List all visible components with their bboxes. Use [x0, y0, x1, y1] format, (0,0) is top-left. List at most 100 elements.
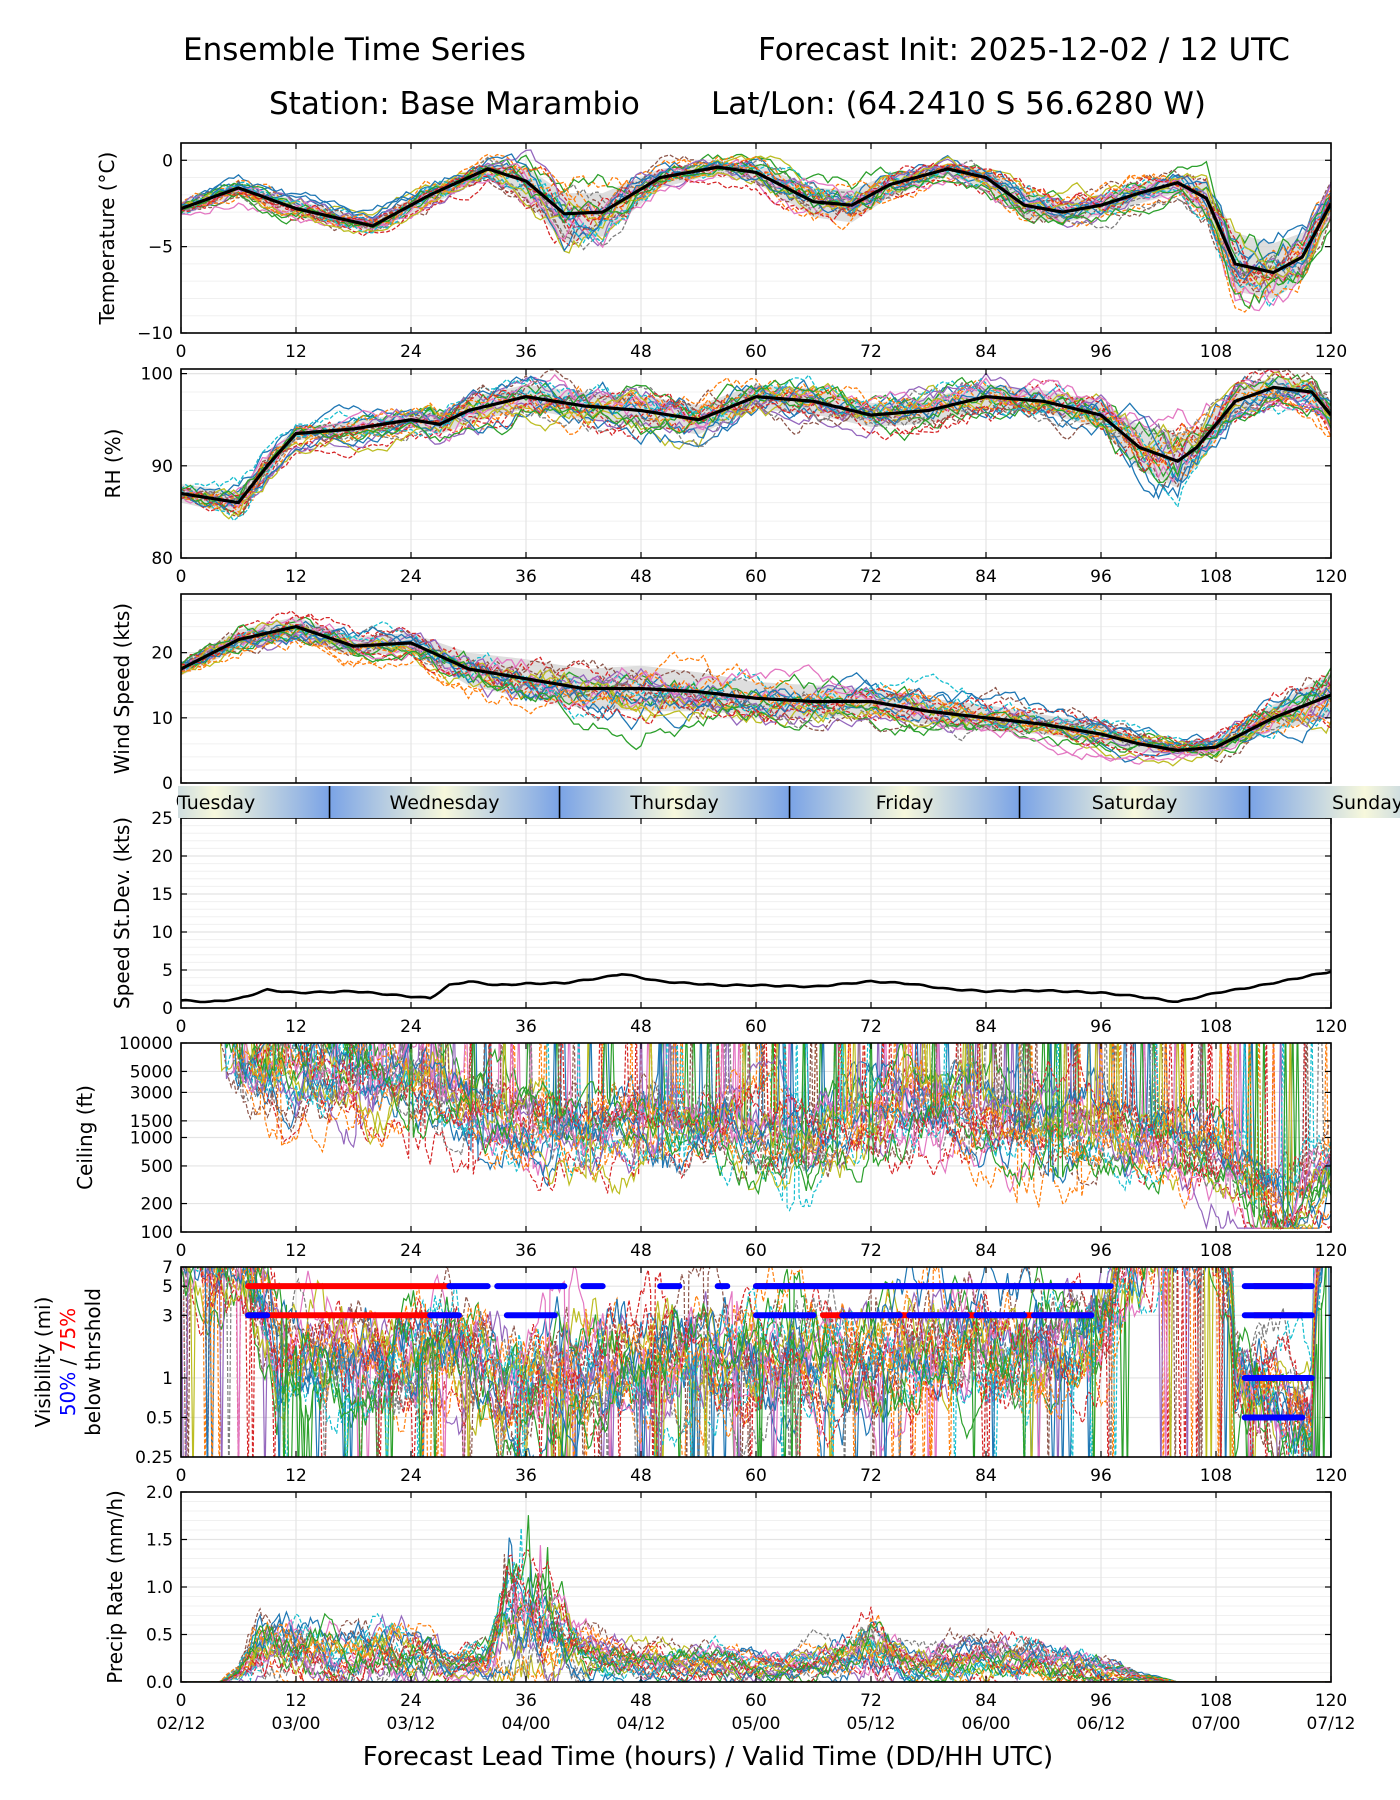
- wind-member-line: [181, 617, 1331, 760]
- ceiling-member-line: [232, 1043, 1331, 1229]
- legend-75-percent: 75%: [56, 1308, 80, 1352]
- precip-member-line: [181, 1515, 1331, 1682]
- precip-xtick-label: 72: [860, 1691, 882, 1711]
- precip-member-line: [181, 1549, 1331, 1682]
- ceiling-member-line: [238, 1043, 1331, 1229]
- temperature-xtick-label: 24: [400, 342, 422, 362]
- rh-ensemble-mean: [181, 385, 1331, 505]
- stdev-ytick-label: 25: [151, 809, 173, 829]
- temperature-member-line: [181, 158, 1331, 281]
- wind-member-line: [181, 626, 1331, 750]
- day-band: Tuesday Wednesday Thursday Friday Saturday Su…: [177, 786, 1400, 818]
- ceiling-xtick-label: 108: [1200, 1241, 1232, 1261]
- valid-time-label: 07/00: [1192, 1714, 1241, 1734]
- stdev-ytick-label: 10: [151, 923, 173, 943]
- precip-member-line: [181, 1620, 1331, 1682]
- temperature-member-line: [181, 165, 1331, 310]
- stdev-grid: [180, 817, 1332, 1009]
- valid-time-label: 04/00: [502, 1714, 551, 1734]
- legend-separator: /: [56, 1352, 80, 1371]
- rh-member-line: [181, 375, 1331, 510]
- temperature-member-line: [181, 153, 1331, 294]
- temperature-xtick-label: 120: [1315, 342, 1347, 362]
- visibility-xtick-label: 24: [400, 1466, 422, 1486]
- x-axis-title: Forecast Lead Time (hours) / Valid Time …: [363, 1742, 1053, 1772]
- rh-member-line: [181, 378, 1331, 502]
- day-band-segment: [329, 786, 560, 818]
- valid-time-label: 05/12: [847, 1714, 896, 1734]
- rh-members: [181, 369, 1331, 522]
- stdev-xtick-label: 12: [285, 1017, 307, 1037]
- wind-ytick-label: 0: [162, 774, 173, 794]
- temperature-ensemble-mean: [181, 165, 1331, 275]
- rh-member-line: [181, 373, 1331, 522]
- rh-ytick-label: 100: [141, 365, 173, 385]
- temperature-xtick-label: 72: [860, 342, 882, 362]
- temperature-member-line: [181, 167, 1331, 286]
- day-label-sunday: Sunday: [1332, 792, 1400, 814]
- temperature-member-line: [181, 156, 1331, 285]
- precip-ytick-label: 1.0: [146, 1578, 173, 1598]
- rh-member-line: [181, 389, 1331, 505]
- station-label: Station: Base Marambio: [269, 86, 640, 122]
- visibility-member-line: [199, 1267, 1318, 1457]
- temperature-xtick-label: 12: [285, 342, 307, 362]
- rh-plot: [181, 369, 1331, 522]
- temperature-xtick-label: 48: [630, 342, 652, 362]
- ceiling-member-line: [253, 1043, 1331, 1215]
- ceiling-ytick-label: 1000: [130, 1129, 173, 1149]
- visibility-ytick-label: 7: [162, 1258, 173, 1278]
- temperature-member-line: [181, 164, 1331, 281]
- temperature-xtick-label: 108: [1200, 342, 1232, 362]
- ceiling-member-line: [231, 1043, 1331, 1195]
- rh-xtick-label: 12: [285, 567, 307, 587]
- visibility-xtick-label: 84: [975, 1466, 997, 1486]
- ceiling-member-line: [256, 1043, 1331, 1230]
- visibility-ylabel: Visibility (mi): [31, 1297, 55, 1428]
- rh-xtick-label: 84: [975, 567, 997, 587]
- stdev-xtick-label: 108: [1200, 1017, 1232, 1037]
- visibility-xtick-label: 0: [176, 1466, 187, 1486]
- ceiling-xtick-label: 60: [745, 1241, 767, 1261]
- rh-xtick-label: 72: [860, 567, 882, 587]
- latlon-label: Lat/Lon: (64.2410 S 56.6280 W): [711, 86, 1206, 122]
- ceiling-ylabel: Ceiling (ft): [73, 1085, 97, 1190]
- visibility-member-line: [181, 1267, 1327, 1457]
- ceiling-member-line: [231, 1043, 1331, 1229]
- precip-xtick-label: 60: [745, 1691, 767, 1711]
- ceiling-ytick-label: 500: [141, 1157, 173, 1177]
- precip-ylabel: Precip Rate (mm/h): [103, 1490, 127, 1684]
- temperature-ytick-label: −5: [148, 238, 173, 258]
- rh-ylabel: RH (%): [101, 429, 125, 499]
- visibility-member-line: [194, 1267, 1324, 1457]
- day-band-segment: [559, 786, 790, 818]
- rh-xtick-label: 24: [400, 567, 422, 587]
- ceiling-ytick-label: 200: [141, 1195, 173, 1215]
- visibility-ytick-label: 0.25: [135, 1448, 173, 1468]
- wind-member-line: [181, 614, 1331, 759]
- wind-member-line: [181, 629, 1331, 756]
- forecast-init-label: Forecast Init: 2025-12-02 / 12 UTC: [758, 32, 1290, 68]
- stdev-ytick-label: 5: [162, 961, 173, 981]
- day-label-wednesday: Wednesday: [390, 792, 500, 814]
- temperature-ytick-label: 0: [162, 151, 173, 171]
- precip-xtick-label: 84: [975, 1691, 997, 1711]
- visibility-ytick-label: 5: [162, 1277, 173, 1297]
- stdev-xtick-label: 60: [745, 1017, 767, 1037]
- visibility-member-line: [241, 1267, 1315, 1457]
- panel-temperature: 0−5−100 12 24 36 48 60 72 84 96 108 120Temperature…: [95, 142, 1347, 362]
- valid-time-label: 02/12: [157, 1714, 206, 1734]
- ceiling-plot: [219, 1043, 1331, 1231]
- visibility-xtick-label: 36: [515, 1466, 537, 1486]
- rh-xtick-label: 48: [630, 567, 652, 587]
- temperature-ytick-label: −10: [137, 324, 173, 344]
- wind-plot: [181, 610, 1331, 767]
- day-band-segment: [178, 786, 330, 818]
- precip-ytick-label: 2.0: [146, 1483, 173, 1503]
- visibility-xtick-label: 120: [1315, 1466, 1347, 1486]
- visibility-ytick-label: 3: [162, 1306, 173, 1326]
- ceiling-xtick-label: 0: [176, 1241, 187, 1261]
- temperature-ylabel: Temperature (°C): [95, 152, 119, 326]
- wind-ytick-label: 10: [151, 709, 173, 729]
- stdev-xtick-label: 84: [975, 1017, 997, 1037]
